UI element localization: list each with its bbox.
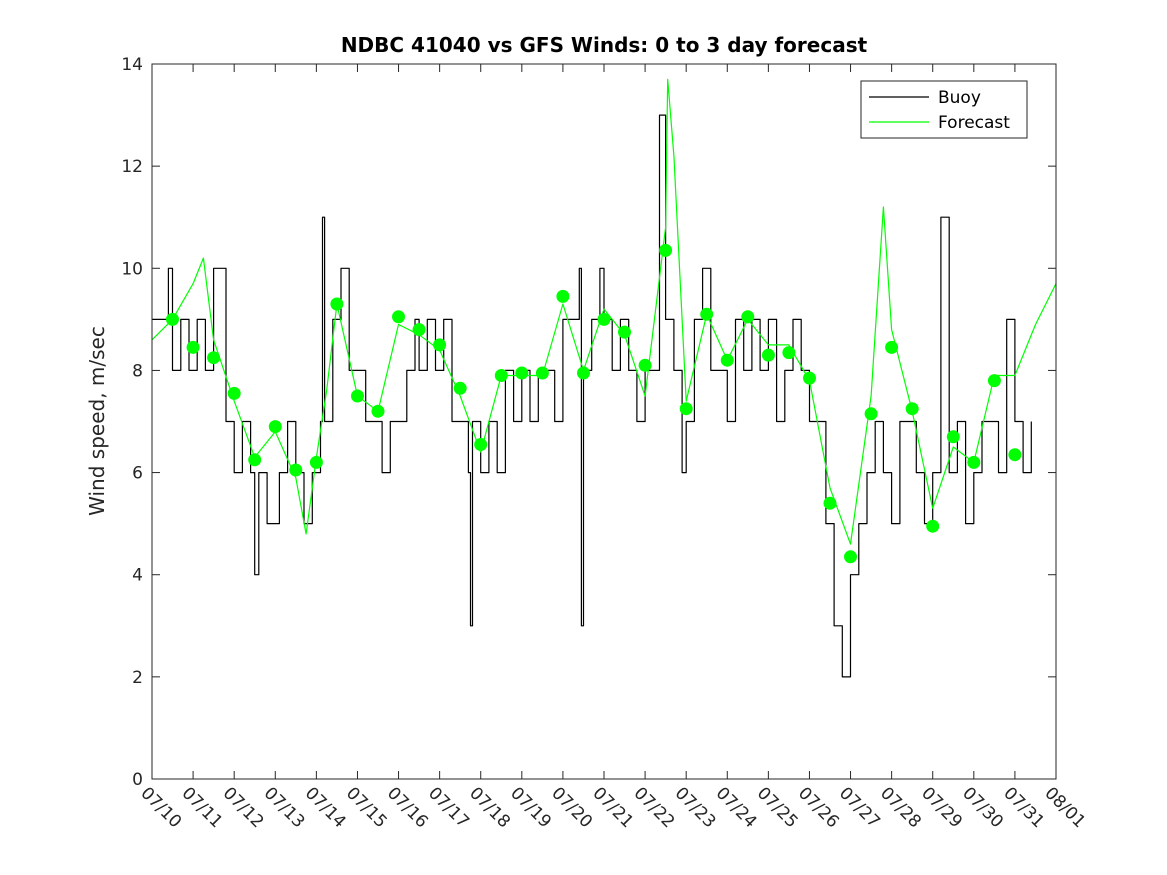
forecast-marker xyxy=(392,310,405,324)
forecast-marker xyxy=(186,340,200,354)
y-tick-label: 12 xyxy=(121,157,143,177)
forecast-marker xyxy=(782,346,796,360)
forecast-marker xyxy=(967,455,981,469)
y-tick-label: 10 xyxy=(121,259,143,279)
forecast-marker xyxy=(433,338,447,352)
forecast-marker xyxy=(638,358,652,372)
forecast-marker xyxy=(474,438,488,451)
forecast-marker xyxy=(412,323,426,337)
forecast-marker xyxy=(453,381,467,395)
forecast-marker xyxy=(597,312,611,326)
legend-label-forecast: Forecast xyxy=(938,113,1010,133)
forecast-marker xyxy=(289,463,303,477)
legend: Buoy Forecast xyxy=(860,80,1028,139)
forecast-marker xyxy=(926,519,940,533)
forecast-marker xyxy=(844,550,857,564)
forecast-marker xyxy=(535,366,549,380)
legend-label-buoy: Buoy xyxy=(938,88,981,108)
forecast-marker xyxy=(330,297,344,311)
y-tick-label: 6 xyxy=(132,464,143,484)
legend-box xyxy=(860,80,1028,139)
forecast-marker xyxy=(207,351,221,365)
forecast-marker xyxy=(515,366,529,380)
forecast-marker xyxy=(823,496,837,510)
forecast-marker xyxy=(494,369,508,382)
y-tick-label: 4 xyxy=(132,566,143,586)
chart-title: NDBC 41040 vs GFS Winds: 0 to 3 day fore… xyxy=(341,33,868,57)
y-tick-label: 0 xyxy=(132,770,143,790)
forecast-marker xyxy=(577,366,590,380)
forecast-marker xyxy=(700,307,714,321)
forecast-marker xyxy=(227,386,241,400)
forecast-marker xyxy=(885,340,899,354)
forecast-marker xyxy=(761,348,775,362)
forecast-marker xyxy=(166,312,179,326)
y-tick-label: 14 xyxy=(121,55,143,75)
y-axis-title: Wind speed, m/sec xyxy=(85,326,109,516)
forecast-marker xyxy=(803,371,816,385)
forecast-marker xyxy=(618,325,631,339)
forecast-marker xyxy=(351,389,364,403)
y-tick-label: 8 xyxy=(132,361,143,381)
forecast-marker xyxy=(720,353,734,367)
forecast-marker xyxy=(905,402,919,416)
forecast-marker xyxy=(679,402,693,416)
forecast-marker xyxy=(268,420,282,434)
forecast-marker xyxy=(556,289,570,303)
forecast-marker xyxy=(987,374,1001,388)
forecast-marker xyxy=(741,310,755,324)
forecast-marker xyxy=(309,455,323,469)
forecast-marker xyxy=(371,404,385,418)
forecast-marker xyxy=(659,243,673,257)
forecast-series-line xyxy=(152,78,1056,545)
y-tick-label: 2 xyxy=(132,668,143,688)
forecast-marker xyxy=(248,453,262,467)
forecast-marker xyxy=(864,407,878,421)
forecast-marker xyxy=(1008,448,1022,462)
forecast-marker xyxy=(946,430,960,444)
